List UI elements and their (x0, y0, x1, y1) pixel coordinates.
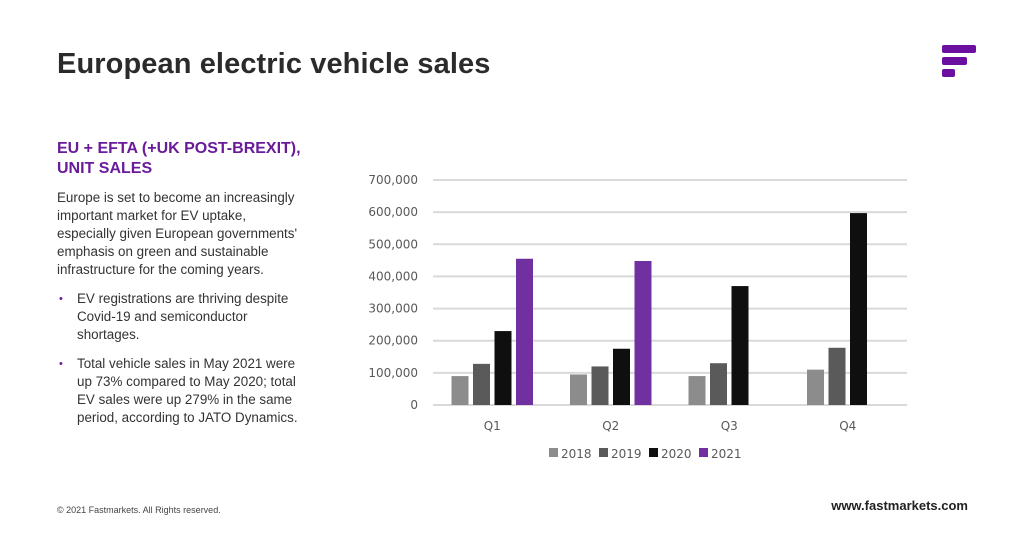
copyright-text: © 2021 Fastmarkets. All Rights reserved. (57, 505, 221, 515)
x-tick-label: Q4 (839, 419, 856, 433)
legend-swatch-2020 (649, 448, 658, 457)
bar-q1-2021 (516, 258, 533, 405)
bar-q1-2019 (473, 363, 490, 405)
fastmarkets-logo-icon (942, 45, 976, 79)
legend-label: 2021 (711, 447, 742, 461)
y-tick-label: 500,000 (368, 237, 418, 251)
x-tick-label: Q3 (721, 419, 738, 433)
bar-q2-2021 (634, 261, 652, 405)
bullet-text: EV registrations are thriving despite Co… (77, 291, 289, 342)
legend-swatch-2018 (549, 448, 558, 457)
bars (451, 213, 867, 405)
bullet-item: • EV registrations are thriving despite … (57, 290, 302, 344)
legend-swatch-2021 (699, 448, 708, 457)
y-tick-label: 200,000 (368, 334, 418, 348)
bar-q3-2018 (688, 376, 706, 405)
gridlines (433, 179, 907, 406)
x-tick-label: Q2 (602, 419, 619, 433)
bar-q2-2020 (613, 348, 630, 405)
bullet-text: Total vehicle sales in May 2021 were up … (77, 356, 298, 425)
bar-q2-2018 (570, 374, 587, 405)
y-axis-ticks: 0 100,000 200,000 300,000 400,000 500,000 600,… (368, 173, 418, 412)
logo-bar-bottom (942, 69, 955, 77)
bar-q2-2019 (591, 366, 609, 405)
intro-paragraph: Europe is set to become an increasingly … (57, 190, 298, 277)
logo-bar-top (942, 45, 976, 53)
bar-q1-2018 (451, 376, 469, 405)
bullet-item: • Total vehicle sales in May 2021 were u… (57, 355, 302, 427)
bar-q3-2020 (731, 286, 749, 405)
y-tick-label: 300,000 (368, 302, 418, 316)
legend-label: 2020 (661, 447, 692, 461)
y-tick-label: 100,000 (368, 366, 418, 380)
legend-swatch-2019 (599, 448, 608, 457)
bar-q4-2019 (828, 347, 846, 405)
logo-bar-middle (942, 57, 967, 65)
website-link[interactable]: www.fastmarkets.com (831, 498, 968, 513)
legend-label: 2018 (561, 447, 592, 461)
y-tick-label: 700,000 (368, 173, 418, 187)
legend-label: 2019 (611, 447, 642, 461)
bullet-icon: • (59, 358, 63, 370)
bar-q4-2018 (807, 369, 824, 405)
y-tick-label: 600,000 (368, 205, 418, 219)
y-tick-label: 400,000 (368, 269, 418, 283)
page-title: European electric vehicle sales (57, 48, 491, 80)
bullet-icon: • (59, 293, 63, 305)
y-tick-label: 0 (410, 398, 418, 412)
bar-q3-2019 (710, 363, 727, 405)
bar-q1-2020 (494, 331, 512, 405)
bullet-list: • EV registrations are thriving despite … (57, 290, 302, 427)
ev-sales-bar-chart: 0 100,000 200,000 300,000 400,000 500,000 600,… (368, 173, 907, 461)
bar-q4-2020 (850, 213, 867, 405)
x-axis-labels: Q1 Q2 Q3 Q4 (484, 419, 857, 433)
x-tick-label: Q1 (484, 419, 501, 433)
legend: 2018 2019 2020 2021 (549, 447, 742, 461)
sidebar: EU + EFTA (+UK POST-BREXIT), UNIT SALES … (57, 139, 302, 438)
section-subheading: EU + EFTA (+UK POST-BREXIT), UNIT SALES (57, 140, 301, 177)
